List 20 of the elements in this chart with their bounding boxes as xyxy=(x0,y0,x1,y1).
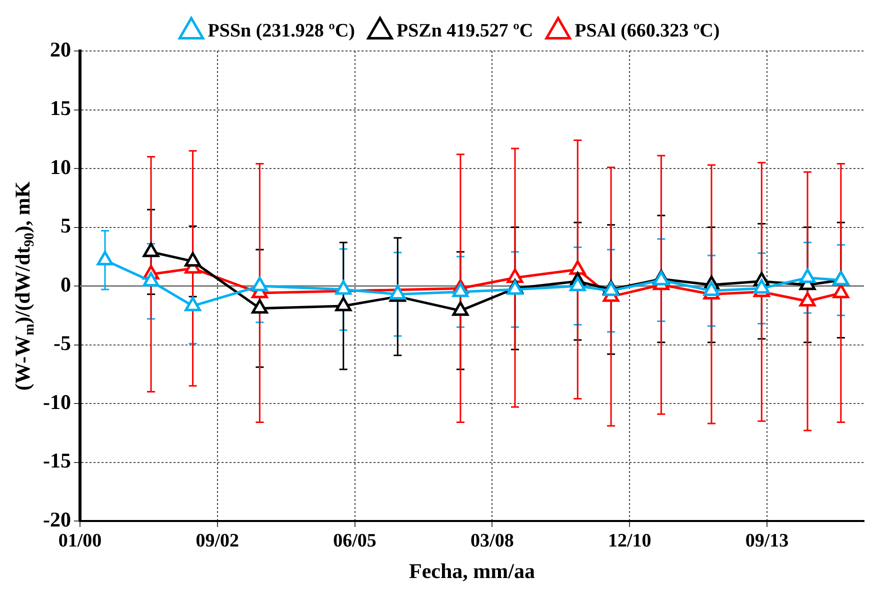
y-tick-label: 20 xyxy=(50,37,71,62)
x-tick-label: 09/02 xyxy=(196,530,240,552)
legend-label: PSAl (660.323 ºC) xyxy=(574,20,720,42)
x-tick-label: 12/10 xyxy=(608,530,652,552)
x-tick-label: 06/05 xyxy=(333,530,376,552)
legend-label: PSZn 419.527 ºC xyxy=(396,20,534,42)
y-tick-label: -15 xyxy=(42,448,71,473)
x-axis-title: Fecha, mm/aa xyxy=(409,558,536,583)
y-tick-label: 5 xyxy=(60,214,71,238)
legend-label: PSSn (231.928 ºC) xyxy=(208,20,356,42)
y-axis-title: (W-Wm)/(dW/dt90), mK xyxy=(10,180,38,391)
y-tick-label: -5 xyxy=(53,331,71,356)
y-tick-label: -10 xyxy=(42,390,71,414)
y-tick-label: 10 xyxy=(50,154,71,179)
x-tick-label: 03/08 xyxy=(470,530,514,552)
y-tick-label: -20 xyxy=(42,507,71,532)
y-tick-label: 15 xyxy=(50,96,71,120)
y-tick-label: 0 xyxy=(60,272,71,296)
x-tick-label: 09/13 xyxy=(745,530,789,552)
x-tick-label: 01/00 xyxy=(58,530,102,552)
